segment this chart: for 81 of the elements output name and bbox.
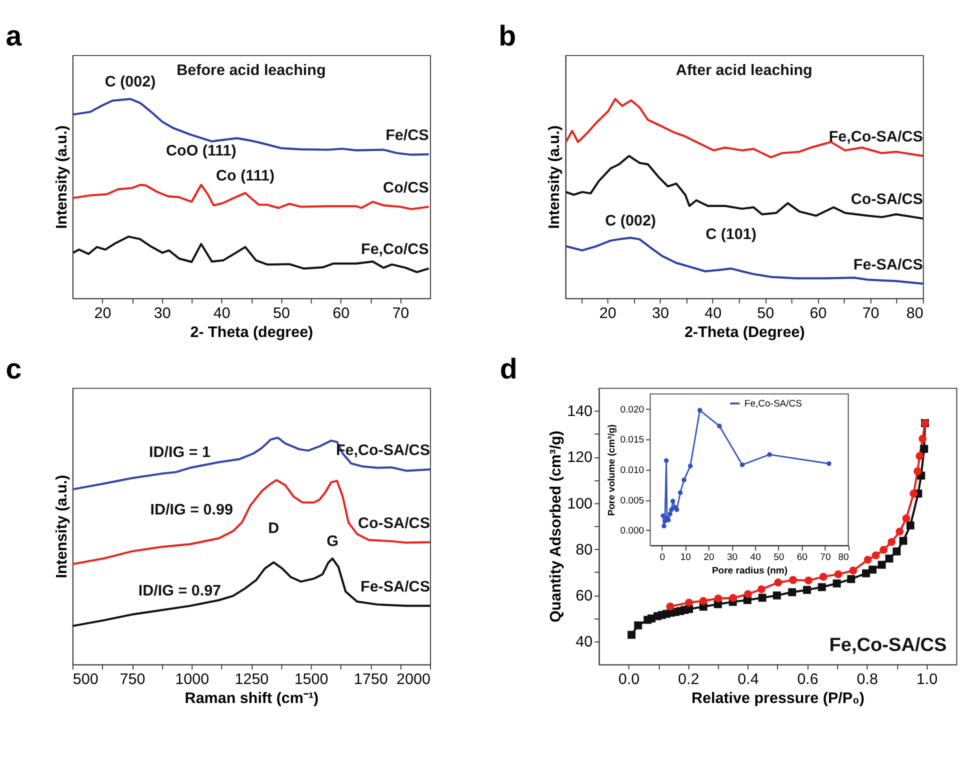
x-tick-label: 60 (332, 304, 350, 322)
x-tick-label: 20 (94, 304, 112, 322)
annotation: C (002) (104, 74, 156, 91)
x-tick-label: 70 (392, 304, 410, 322)
x-tick-label: 1.0 (916, 670, 938, 688)
series-label: Fe-SA/CS (360, 578, 430, 596)
x-axis-title: 2- Theta (degree) (190, 324, 314, 341)
y-tick-label: 0.005 (620, 495, 644, 506)
annotation: C (101) (706, 226, 756, 243)
y-tick-label: 0.015 (620, 434, 644, 446)
chart-title: Before acid leaching (176, 62, 326, 80)
text: a (6, 20, 23, 53)
x-tick-label: 0 (660, 552, 666, 564)
x-tick-label: 70 (862, 304, 880, 322)
x-tick-label: 40 (213, 304, 230, 322)
series-label: Fe,Co-SA/CS (828, 128, 923, 146)
y-tick-label: 0.000 (620, 526, 644, 537)
annotation: G (326, 533, 338, 550)
text: b (498, 20, 516, 53)
y-axis-title: Quantity Adsorbed (cm³/g) (547, 430, 564, 622)
series-label: Fe,Co/CS (361, 241, 429, 258)
annotation: ID/IG = 1 (148, 444, 211, 462)
series-label: Co-SA/CS (358, 514, 430, 532)
y-tick-label: 100 (567, 495, 593, 512)
annotation: C (002) (605, 212, 656, 230)
annotation: D (268, 520, 280, 537)
series-label: Fe/CS (386, 127, 429, 144)
x-tick-label: 40 (750, 552, 761, 564)
x-tick-label: 750 (120, 670, 146, 688)
x-tick-label: 1000 (175, 670, 210, 688)
series-label: Fe-SA/CS (853, 256, 923, 274)
y-tick-label: 60 (576, 587, 593, 604)
x-tick-label: 0.4 (738, 670, 760, 688)
text: c (6, 353, 22, 386)
annotation: Fe,Co-SA/CS (829, 634, 947, 656)
x-tick-label: 10 (680, 552, 691, 564)
x-tick-label: 0.2 (678, 670, 700, 688)
y-tick-label: 40 (576, 634, 593, 651)
y-tick-label: 0.010 (620, 465, 644, 476)
x-tick-label: 50 (273, 304, 290, 322)
y-axis-title: Intensity (a.u.) (53, 125, 70, 229)
text: d (500, 353, 518, 386)
x-axis-title: Raman shift (cm⁻¹) (184, 690, 319, 707)
annotation: ID/IG = 0.97 (138, 582, 222, 600)
x-tick-label: 50 (774, 552, 784, 564)
x-tick-label: 30 (154, 304, 171, 322)
x-tick-label: 2000 (396, 670, 430, 688)
series-label: Co/CS (383, 179, 429, 196)
x-axis-title: Pore radius (nm) (712, 566, 788, 577)
y-tick-label: 120 (567, 449, 593, 466)
chart-title: After acid leaching (676, 62, 812, 80)
x-tick-label: 20 (704, 552, 714, 564)
x-tick-label: 0.6 (797, 670, 818, 688)
y-axis-title: Intensity (a.u.) (53, 474, 70, 578)
x-tick-label: 70 (820, 552, 831, 564)
y-tick-label: 140 (567, 403, 593, 420)
x-tick-label: 1250 (234, 670, 269, 688)
legend-label: Fe,Co-SA/CS (744, 398, 802, 410)
annotation: CoO (111) (166, 142, 236, 160)
annotation: ID/IG = 0.99 (150, 502, 233, 519)
x-axis-title: Relative pressure (P/P₀) (691, 690, 864, 707)
y-axis-title: Pore volume (cm³/g) (606, 424, 618, 516)
x-tick-label: 50 (757, 304, 774, 322)
x-tick-label: 80 (906, 304, 924, 322)
x-tick-label: 60 (796, 552, 808, 564)
x-tick-label: 80 (838, 552, 849, 564)
x-tick-label: 0.0 (618, 670, 640, 688)
annotation: Co (111) (216, 168, 275, 185)
x-tick-label: 40 (704, 304, 722, 322)
y-axis-title: Intensity (a.u.) (546, 125, 564, 229)
series-label: Co-SA/CS (850, 191, 923, 208)
x-tick-label: 500 (72, 670, 98, 688)
x-tick-label: 30 (726, 552, 738, 564)
x-tick-label: 1750 (354, 670, 388, 688)
x-tick-label: 1500 (294, 670, 328, 688)
y-tick-label: 0.020 (620, 404, 644, 416)
x-tick-label: 0.8 (856, 670, 878, 688)
x-tick-label: 30 (652, 304, 669, 322)
x-axis-title: 2-Theta (Degree) (684, 324, 805, 341)
x-tick-label: 60 (810, 304, 827, 322)
x-tick-label: 20 (599, 304, 616, 322)
